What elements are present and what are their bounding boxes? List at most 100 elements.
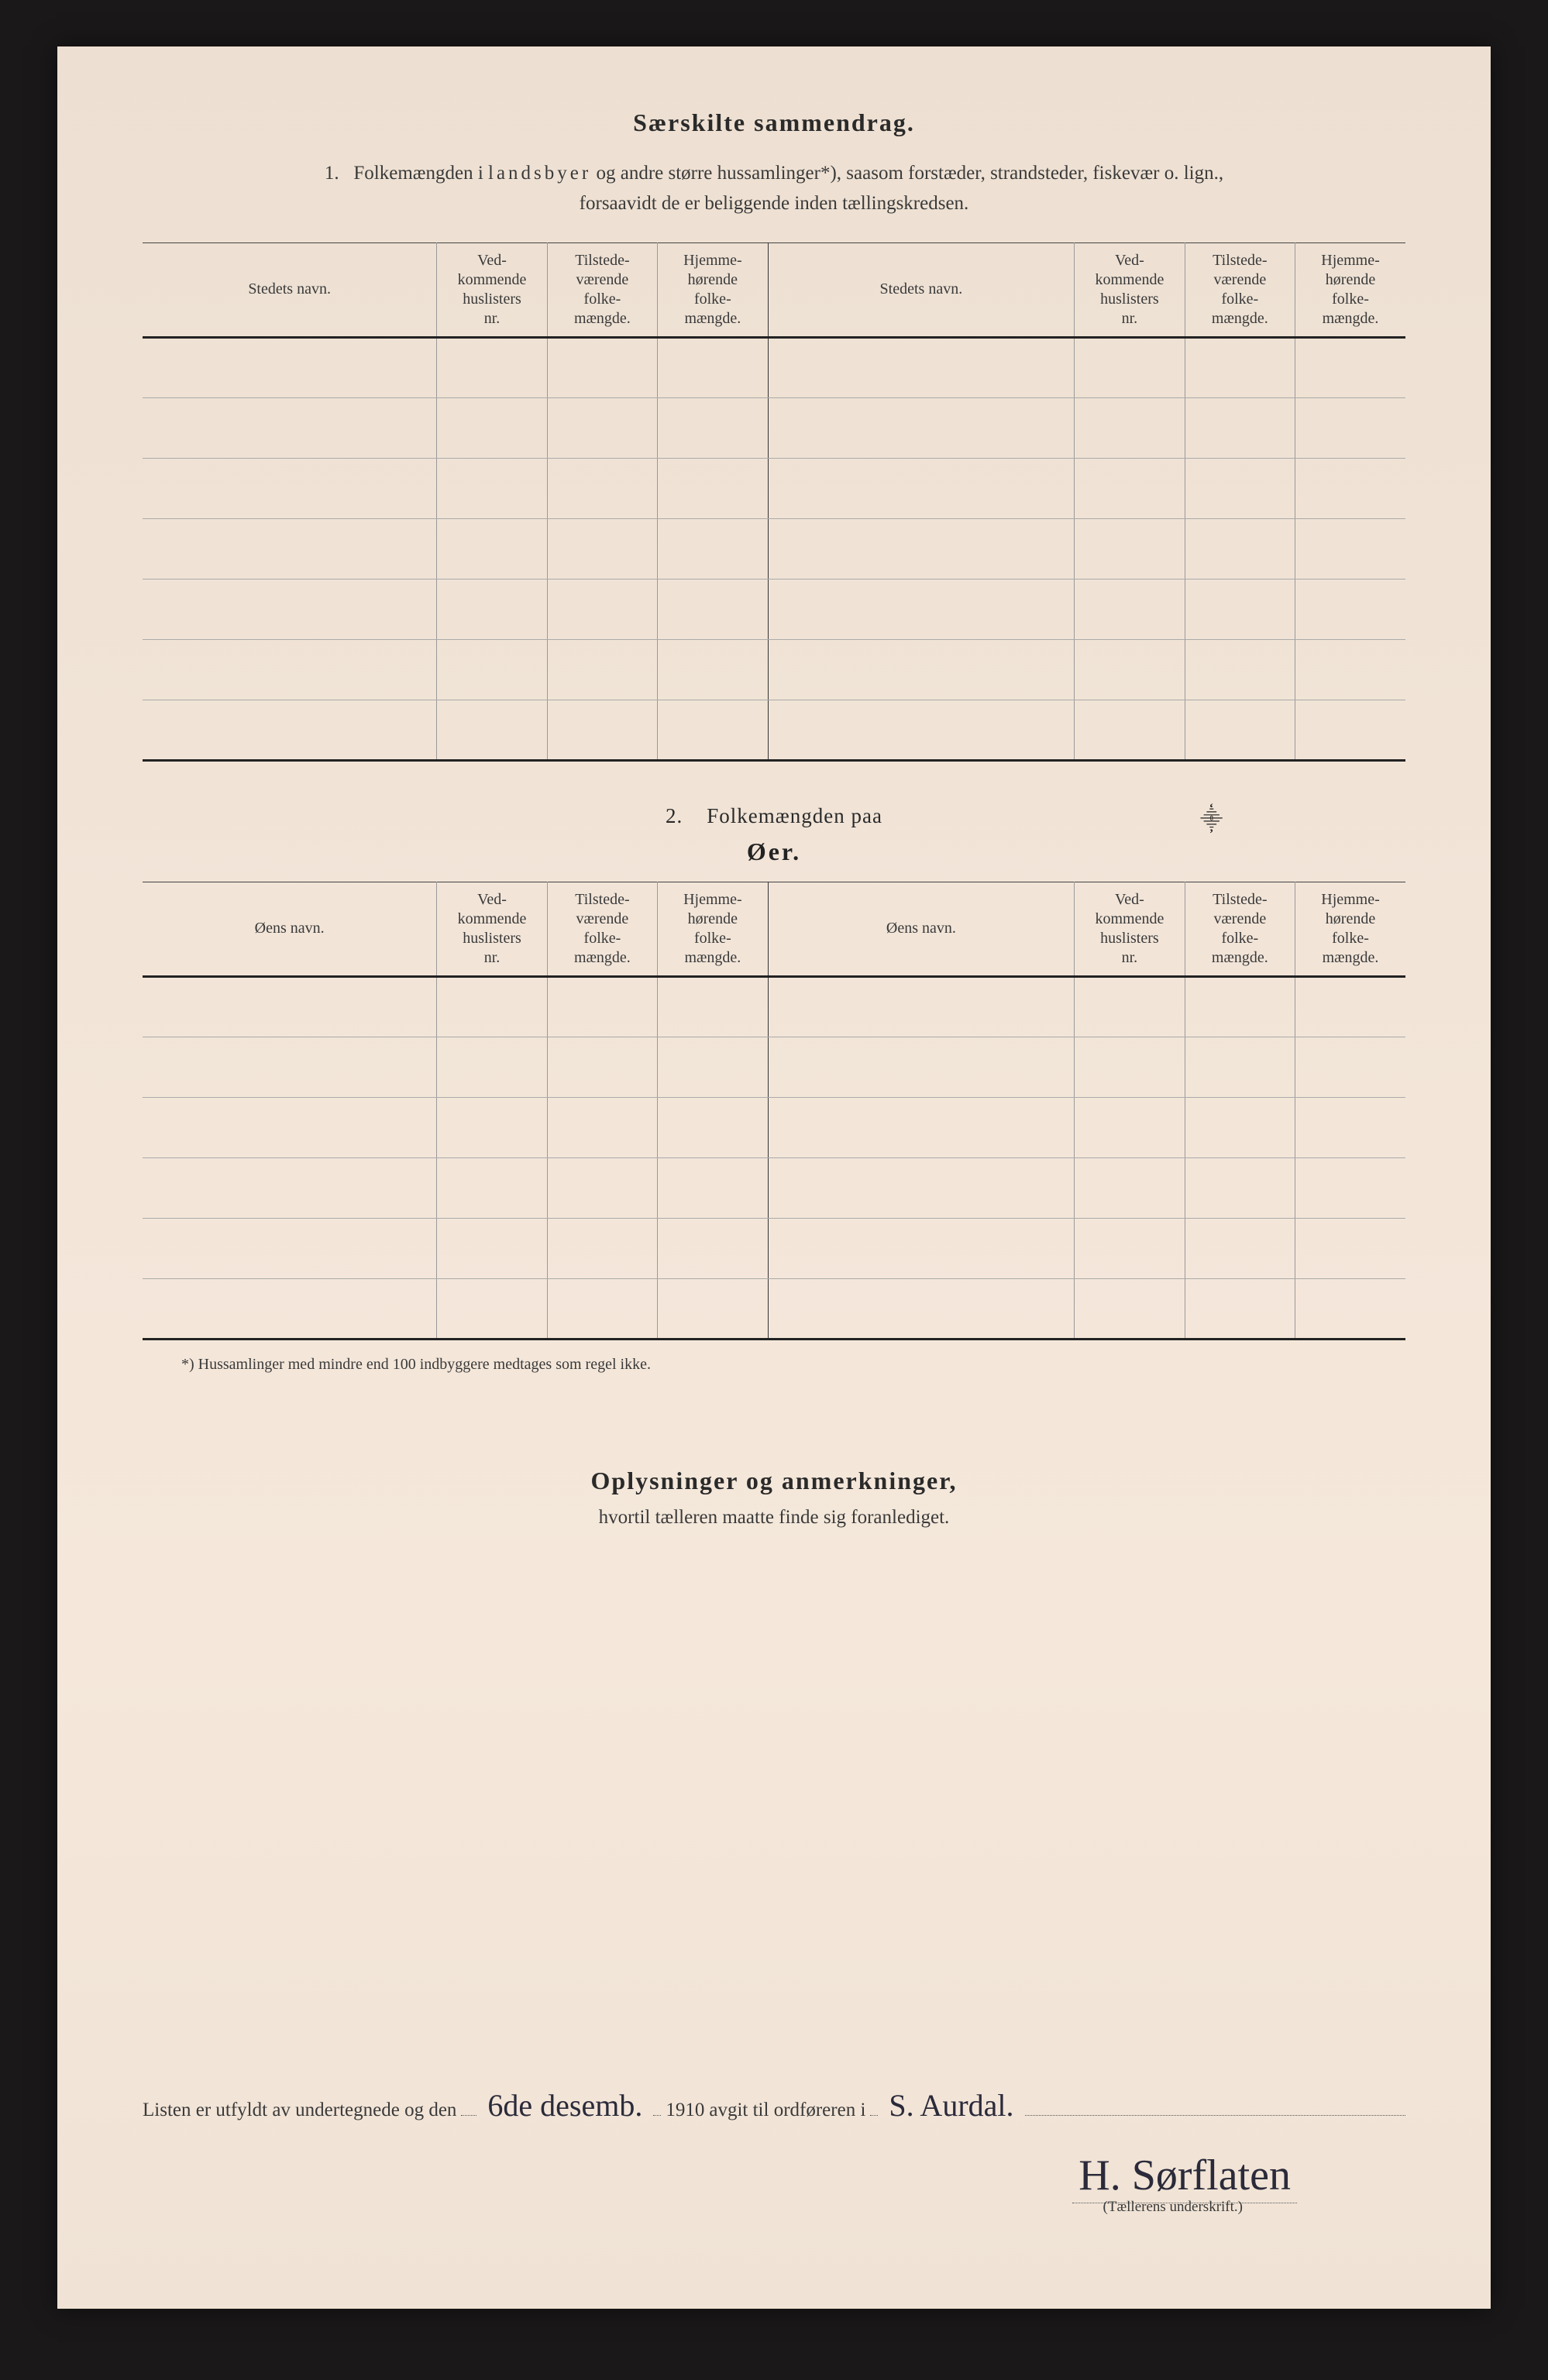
table-cell [437,458,547,518]
table-cell [143,1218,437,1278]
table-cell [1075,976,1185,1037]
table-row [143,1157,1405,1218]
table-cell [1295,1097,1405,1157]
signature-line: Listen er utfyldt av undertegnede og den… [143,2087,1405,2124]
table-cell [547,1037,657,1097]
table-cell [1295,518,1405,579]
section2-title-line: 2. Folkemængden paa ⸎ [143,804,1405,828]
table-cell [1075,1278,1185,1339]
table-cell [547,337,657,397]
table-cell [1295,1157,1405,1218]
table-cell [547,579,657,639]
table-cell [1075,579,1185,639]
table-cell [143,337,437,397]
table-row [143,1278,1405,1339]
table-cell [143,639,437,700]
table-cell [1295,1037,1405,1097]
table-row [143,639,1405,700]
table-cell [658,458,768,518]
table-cell [547,1097,657,1157]
t1-body [143,337,1405,762]
table-cell [1185,1037,1295,1097]
table-cell [1295,579,1405,639]
table-cell [437,639,547,700]
sig-dots-4 [1025,2115,1405,2116]
table-cell [658,518,768,579]
table-cell [143,397,437,458]
stray-mark: ⸎ [1200,804,1223,834]
table-cell [768,1218,1075,1278]
table-cell [1295,1278,1405,1339]
table-cell [1295,700,1405,760]
signature-caption: (Tællerens underskrift.) [143,2199,1405,2216]
table-row [143,700,1405,760]
table-cell [658,700,768,760]
table-cell [1295,397,1405,458]
table-cell [143,700,437,760]
table-cell [1075,397,1185,458]
table-cell [547,639,657,700]
table-cell [1185,639,1295,700]
sig-year: 1910 [666,2100,704,2121]
table-cell [768,1037,1075,1097]
table-cell [1185,700,1295,760]
table-cell [658,1157,768,1218]
table-cell [768,397,1075,458]
sig-dots-3 [870,2115,878,2116]
table-cell [547,700,657,760]
table-cell [1075,518,1185,579]
table-cell [658,639,768,700]
t1-h-col4-l: Hjemme- hørende folke- mængde. [658,242,768,337]
intro-num: 1. [325,163,339,184]
sig-text-b: avgit til ordføreren i [709,2100,865,2121]
oplysninger-title: Oplysninger og anmerkninger, [143,1467,1405,1495]
footnote: *) Hussamlinger med mindre end 100 indby… [143,1356,1405,1374]
table-row [143,1037,1405,1097]
table-cell [437,700,547,760]
table-cell [437,1037,547,1097]
intro-text-b: og andre større hussamlinger*), saasom f… [591,163,1223,184]
signature-name-row: H. Sørflaten [143,2151,1405,2200]
table-cell [1185,458,1295,518]
table-cell [547,1278,657,1339]
sig-text-a: Listen er utfyldt av undertegnede og den [143,2100,456,2121]
table-cell [437,976,547,1037]
table-cell [768,1157,1075,1218]
table-cell [768,337,1075,397]
table-cell [1075,639,1185,700]
table-cell [1185,397,1295,458]
t1-h-col2-l: Ved- kommende huslisters nr. [437,242,547,337]
table-row [143,1218,1405,1278]
table-cell [658,1218,768,1278]
t1-h-col4-r: Hjemme- hørende folke- mængde. [1295,242,1405,337]
table-cell [1075,458,1185,518]
table-cell [1075,700,1185,760]
table-cell [1075,1037,1185,1097]
table-cell [437,518,547,579]
table-cell [437,579,547,639]
table-cell [143,518,437,579]
signature-block: Listen er utfyldt av undertegnede og den… [143,2087,1405,2216]
section2-title: Folkemængden paa [707,804,882,827]
table-cell [768,639,1075,700]
t2-h-col2-r: Ved- kommende huslisters nr. [1075,882,1185,976]
table-cell [437,337,547,397]
table-row [143,1097,1405,1157]
t1-h-name-r: Stedets navn. [768,242,1075,337]
table-cell [658,397,768,458]
table-cell [1185,1097,1295,1157]
table-row [143,976,1405,1037]
table-row [143,397,1405,458]
t2-h-col4-r: Hjemme- hørende folke- mængde. [1295,882,1405,976]
table-cell [547,458,657,518]
table-cell [768,579,1075,639]
table-cell [437,1278,547,1339]
table-cell [658,1278,768,1339]
table-cell [1185,337,1295,397]
t2-h-name-r: Øens navn. [768,882,1075,976]
table-row [143,579,1405,639]
sig-place-hand: S. Aurdal. [882,2087,1020,2124]
table-cell [143,1037,437,1097]
table-cell [1185,579,1295,639]
table-cell [658,1037,768,1097]
